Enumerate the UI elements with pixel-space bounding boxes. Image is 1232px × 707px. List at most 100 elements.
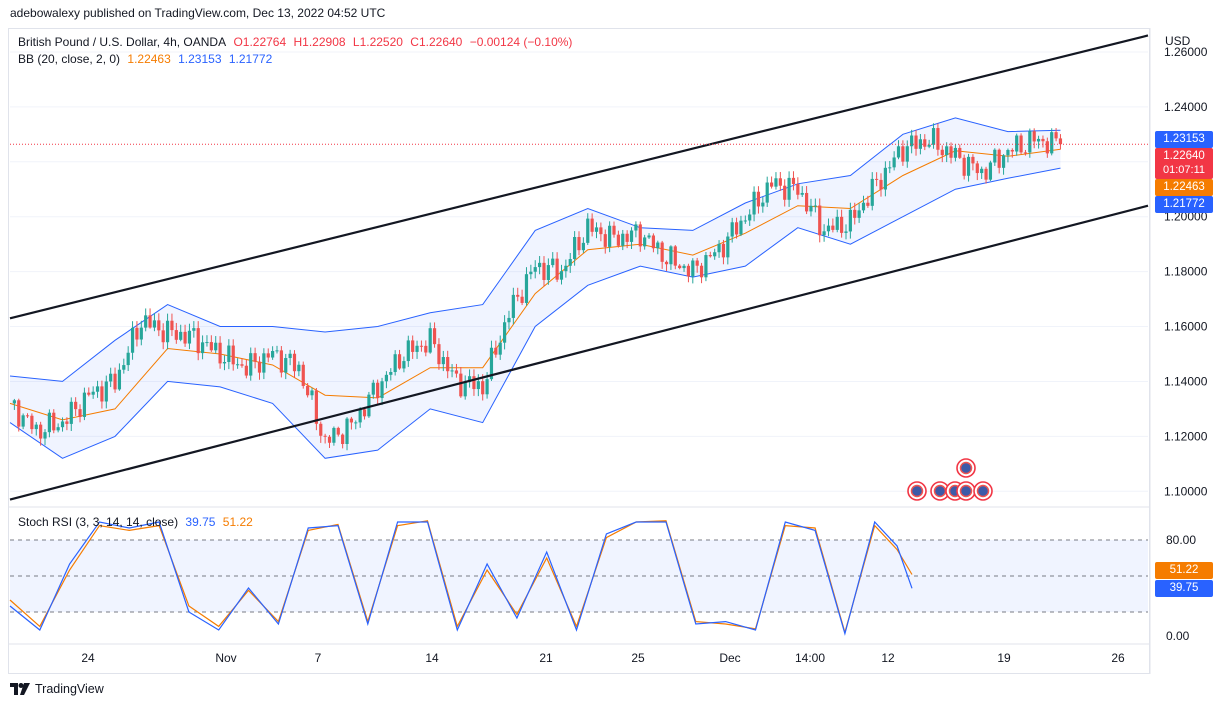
candle-body — [678, 265, 682, 269]
price-axis-label: 1.24000 — [1164, 100, 1208, 114]
time-axis-label: 19 — [997, 651, 1011, 665]
tradingview-logo[interactable]: TradingView — [10, 682, 104, 696]
candle-body — [546, 265, 550, 280]
candle-body — [345, 418, 349, 445]
price-axis-label: 1.10000 — [1164, 484, 1208, 498]
candle-body — [424, 345, 428, 353]
candle-body — [415, 345, 419, 352]
candle-body — [564, 265, 568, 272]
ohlc-open: O1.22764 — [233, 35, 287, 49]
symbol-name[interactable]: British Pound / U.S. Dollar, 4h, OANDA — [18, 35, 227, 49]
candle-body — [621, 233, 625, 246]
candle-body — [371, 382, 375, 395]
candle-body — [1010, 149, 1014, 152]
candle-body — [568, 259, 572, 266]
ohlc-high: H1.22908 — [293, 35, 346, 49]
candle-body — [21, 415, 25, 427]
bb-lower-line — [9, 167, 1061, 459]
candle-body — [1028, 131, 1032, 153]
candle-body — [130, 327, 135, 353]
candle-body — [905, 146, 909, 162]
channel-lower-trendline[interactable] — [9, 204, 1149, 501]
candle-body — [538, 262, 542, 268]
bb-label[interactable]: BB (20, close, 2, 0) — [18, 52, 121, 66]
candle-body — [406, 340, 410, 362]
candle-body — [376, 382, 380, 399]
candle-body — [629, 230, 634, 242]
time-axis-label: 12 — [881, 651, 895, 665]
candle-body — [520, 296, 524, 303]
candle-body — [502, 322, 507, 343]
channel-upper-trendline[interactable] — [9, 34, 1149, 320]
time-axis-label: 7 — [315, 651, 322, 665]
candle-body — [494, 347, 498, 355]
candle-body — [529, 271, 533, 275]
candle-body — [931, 128, 936, 145]
candle-body — [643, 237, 647, 247]
candle-body — [923, 139, 927, 147]
candle-body — [454, 370, 459, 374]
candle-body — [656, 242, 660, 249]
candle-body — [551, 258, 555, 266]
candle-body — [152, 320, 157, 328]
candle-body — [853, 209, 857, 218]
candle-body — [634, 224, 638, 231]
bar-countdown: 01:07:11 — [1162, 164, 1205, 176]
candle-body — [78, 409, 82, 417]
candle-body — [975, 163, 979, 174]
candle-body — [625, 233, 629, 242]
candle-body — [559, 271, 564, 280]
uk-flag-icon — [959, 461, 973, 475]
candle-body — [980, 168, 984, 174]
candle-body — [397, 354, 402, 369]
candle-body — [739, 220, 743, 235]
bb-upper-line — [9, 117, 1061, 382]
candle-body — [682, 265, 686, 269]
candle-body — [918, 139, 922, 149]
candle-body — [883, 167, 887, 190]
publisher-line: adebowalexy published on TradingView.com… — [10, 6, 386, 20]
uk-flag-icon — [959, 484, 973, 498]
candle-body — [187, 330, 192, 344]
candle-body — [927, 144, 931, 147]
candle-body — [222, 361, 227, 364]
candle-body — [669, 246, 673, 265]
time-axis-label: 25 — [631, 651, 645, 665]
candle-body — [555, 258, 559, 280]
candle-body — [30, 415, 34, 430]
candle-body — [117, 369, 122, 390]
time-axis-label: 26 — [1111, 651, 1125, 665]
candle-body — [17, 400, 21, 427]
candle-body — [542, 262, 546, 280]
candle-body — [467, 376, 472, 383]
candle-body — [95, 386, 100, 392]
candle-body — [253, 353, 257, 362]
candle-body — [389, 372, 393, 375]
candle-body — [936, 128, 940, 150]
candle-body — [840, 216, 844, 233]
time-axis-label: 14:00 — [795, 651, 825, 665]
candle-body — [1006, 149, 1010, 156]
candle-body — [940, 149, 944, 156]
candle-body — [327, 436, 332, 443]
candle-body — [104, 381, 108, 402]
stoch-axis-label: 0.00 — [1166, 629, 1190, 643]
symbol-legend: British Pound / U.S. Dollar, 4h, OANDA O… — [18, 35, 576, 49]
candle-body — [997, 149, 1001, 168]
uk-flag-icon — [910, 484, 924, 498]
candle-body — [1023, 152, 1028, 154]
candle-body — [1041, 138, 1045, 142]
candle-body — [761, 202, 765, 207]
candle-body — [778, 178, 782, 186]
time-axis-label: 21 — [539, 651, 553, 665]
candle-body — [205, 342, 209, 344]
candle-body — [603, 234, 607, 247]
candle-body — [1036, 138, 1041, 142]
candle-body — [805, 192, 809, 212]
uk-flag-icon — [933, 484, 947, 498]
candle-body — [866, 202, 870, 206]
stoch-label[interactable]: Stoch RSI (3, 3, 14, 14, close) — [18, 515, 179, 529]
candle-body — [56, 427, 60, 431]
stoch-k-line — [9, 520, 913, 636]
